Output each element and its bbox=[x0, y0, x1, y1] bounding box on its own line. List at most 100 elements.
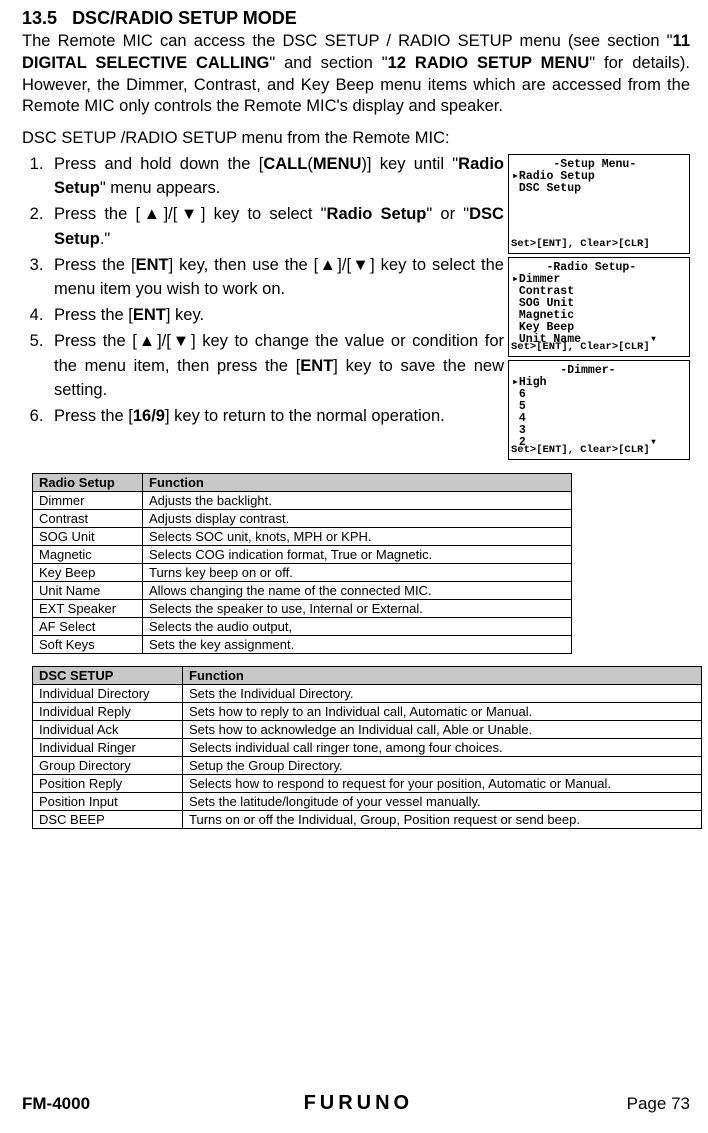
table-cell: Individual Reply bbox=[33, 702, 183, 720]
page-footer: FM-4000 FURUNO Page 73 bbox=[22, 1092, 690, 1115]
table-row: Group DirectorySetup the Group Directory… bbox=[33, 756, 702, 774]
table-row: MagneticSelects COG indication format, T… bbox=[33, 545, 572, 563]
table-row: Individual AckSets how to acknowledge an… bbox=[33, 720, 702, 738]
table-row: EXT SpeakerSelects the speaker to use, I… bbox=[33, 599, 572, 617]
steps-list: Press and hold down the [CALL(MENU)] key… bbox=[22, 152, 504, 430]
section-title: 13.5 DSC/RADIO SETUP MODE bbox=[22, 8, 690, 29]
table-cell: Turns on or off the Individual, Group, P… bbox=[183, 810, 702, 828]
table-cell: Magnetic bbox=[33, 545, 143, 563]
model-number: FM-4000 bbox=[22, 1094, 90, 1114]
section-number: 13.5 bbox=[22, 8, 57, 28]
table-row: Individual DirectorySets the Individual … bbox=[33, 684, 702, 702]
table-cell: Setup the Group Directory. bbox=[183, 756, 702, 774]
table-cell: Sets the key assignment. bbox=[143, 635, 572, 653]
table-cell: Contrast bbox=[33, 509, 143, 527]
step-4: Press the [ENT] key. bbox=[48, 303, 504, 328]
step-text: )] key until " bbox=[361, 155, 458, 173]
table-row: SOG UnitSelects SOC unit, knots, MPH or … bbox=[33, 527, 572, 545]
table-cell: Allows changing the name of the connecte… bbox=[143, 581, 572, 599]
intro-text-0: The Remote MIC can access the DSC SETUP … bbox=[22, 32, 673, 50]
table-cell: Individual Ringer bbox=[33, 738, 183, 756]
table-cell: Individual Ack bbox=[33, 720, 183, 738]
step-2: Press the [▲]/[▼] key to select "Radio S… bbox=[48, 202, 504, 252]
page: 13.5 DSC/RADIO SETUP MODE The Remote MIC… bbox=[0, 0, 708, 1133]
table-cell: Position Reply bbox=[33, 774, 183, 792]
table-cell: Sets the Individual Directory. bbox=[183, 684, 702, 702]
table-cell: DSC BEEP bbox=[33, 810, 183, 828]
step-key: ENT bbox=[136, 256, 169, 274]
table-header: Function bbox=[143, 473, 572, 491]
table-header: DSC SETUP bbox=[33, 666, 183, 684]
subintro: DSC SETUP /RADIO SETUP menu from the Rem… bbox=[22, 128, 690, 149]
lcd-footer-text: Set>[ENT], Clear>[CLR] bbox=[511, 445, 687, 456]
down-triangle-icon: ▼ bbox=[171, 332, 191, 350]
step-text: ] key. bbox=[166, 306, 204, 324]
step-text: " or " bbox=[426, 205, 469, 223]
lcd-column: -Setup Menu- ▸Radio Setup DSC Setup Set>… bbox=[508, 154, 690, 463]
table-cell: Adjusts display contrast. bbox=[143, 509, 572, 527]
down-triangle-icon: ▼ bbox=[351, 256, 370, 274]
table-cell: Selects how to respond to request for yo… bbox=[183, 774, 702, 792]
table-row: ContrastAdjusts display contrast. bbox=[33, 509, 572, 527]
table-cell: Soft Keys bbox=[33, 635, 143, 653]
table-cell: AF Select bbox=[33, 617, 143, 635]
step-key: ENT bbox=[133, 306, 166, 324]
table-cell: Sets how to acknowledge an Individual ca… bbox=[183, 720, 702, 738]
table-cell: Selects SOC unit, knots, MPH or KPH. bbox=[143, 527, 572, 545]
step-text: Press the [ bbox=[54, 332, 137, 350]
lcd-setup-menu: -Setup Menu- ▸Radio Setup DSC Setup Set>… bbox=[508, 154, 690, 254]
step-key: 16/9 bbox=[133, 407, 165, 425]
table-cell: Individual Directory bbox=[33, 684, 183, 702]
step-6: Press the [16/9] key to return to the no… bbox=[48, 404, 504, 429]
table-cell: Sets the latitude/longitude of your vess… bbox=[183, 792, 702, 810]
dsc-setup-table: DSC SETUP Function Individual DirectoryS… bbox=[32, 666, 702, 829]
table-row: DSC BEEPTurns on or off the Individual, … bbox=[33, 810, 702, 828]
down-triangle-icon: ▼ bbox=[177, 205, 201, 223]
step-3: Press the [ENT] key, then use the [▲]/[▼… bbox=[48, 253, 504, 303]
table-header-row: Radio Setup Function bbox=[33, 473, 572, 491]
step-text: ." bbox=[100, 230, 110, 248]
step-1: Press and hold down the [CALL(MENU)] key… bbox=[48, 152, 504, 202]
up-triangle-icon: ▲ bbox=[318, 256, 337, 274]
table-cell: Selects COG indication format, True or M… bbox=[143, 545, 572, 563]
table-row: Position ReplySelects how to respond to … bbox=[33, 774, 702, 792]
table-cell: Group Directory bbox=[33, 756, 183, 774]
table-row: Soft KeysSets the key assignment. bbox=[33, 635, 572, 653]
table-header: Radio Setup bbox=[33, 473, 143, 491]
step-text: ]/[ bbox=[164, 205, 178, 223]
table-row: Unit NameAllows changing the name of the… bbox=[33, 581, 572, 599]
table-header: Function bbox=[183, 666, 702, 684]
table-cell: Selects the speaker to use, Internal or … bbox=[143, 599, 572, 617]
table-row: AF SelectSelects the audio output, bbox=[33, 617, 572, 635]
step-text: ] key, then use the [ bbox=[169, 256, 319, 274]
step-text: Press the [ bbox=[54, 205, 140, 223]
tables: Radio Setup Function DimmerAdjusts the b… bbox=[22, 473, 690, 829]
step-text: ]/[ bbox=[157, 332, 171, 350]
table-row: DimmerAdjusts the backlight. bbox=[33, 491, 572, 509]
step-text: Press the [ bbox=[54, 256, 136, 274]
intro-paragraph: The Remote MIC can access the DSC SETUP … bbox=[22, 31, 690, 118]
table-row: Individual ReplySets how to reply to an … bbox=[33, 702, 702, 720]
step-pixel: Radio Setup bbox=[327, 205, 427, 223]
step-text: ] key to return to the normal opera­tion… bbox=[165, 407, 445, 425]
lcd-radio-setup: -Radio Setup- ▸Dimmer Contrast SOG Unit … bbox=[508, 257, 690, 357]
step-text: Press and hold down the [ bbox=[54, 155, 263, 173]
table-cell: Adjusts the backlight. bbox=[143, 491, 572, 509]
table-row: Position InputSets the latitude/longitud… bbox=[33, 792, 702, 810]
page-number: Page 73 bbox=[627, 1094, 690, 1114]
step-text: Press the [ bbox=[54, 407, 133, 425]
step-5: Press the [▲]/[▼] key to change the valu… bbox=[48, 329, 504, 403]
up-triangle-icon: ▲ bbox=[137, 332, 157, 350]
step-key: MENU bbox=[313, 155, 362, 173]
step-key: CALL bbox=[263, 155, 307, 173]
step-text: ]/[ bbox=[337, 256, 351, 274]
step-text: Press the [ bbox=[54, 306, 133, 324]
radio-setup-table: Radio Setup Function DimmerAdjusts the b… bbox=[32, 473, 572, 654]
table-cell: Dimmer bbox=[33, 491, 143, 509]
brand-logo: FURUNO bbox=[304, 1092, 414, 1115]
step-key: ENT bbox=[300, 357, 333, 375]
lcd-dimmer: -Dimmer- ▸High 6 5 4 3 2 ▾Set>[ENT], Cle… bbox=[508, 360, 690, 460]
intro-bold-3: 12 RADIO SETUP MENU bbox=[388, 54, 590, 72]
step-text: " menu appears. bbox=[100, 179, 221, 197]
step-text: ] key to select " bbox=[201, 205, 327, 223]
